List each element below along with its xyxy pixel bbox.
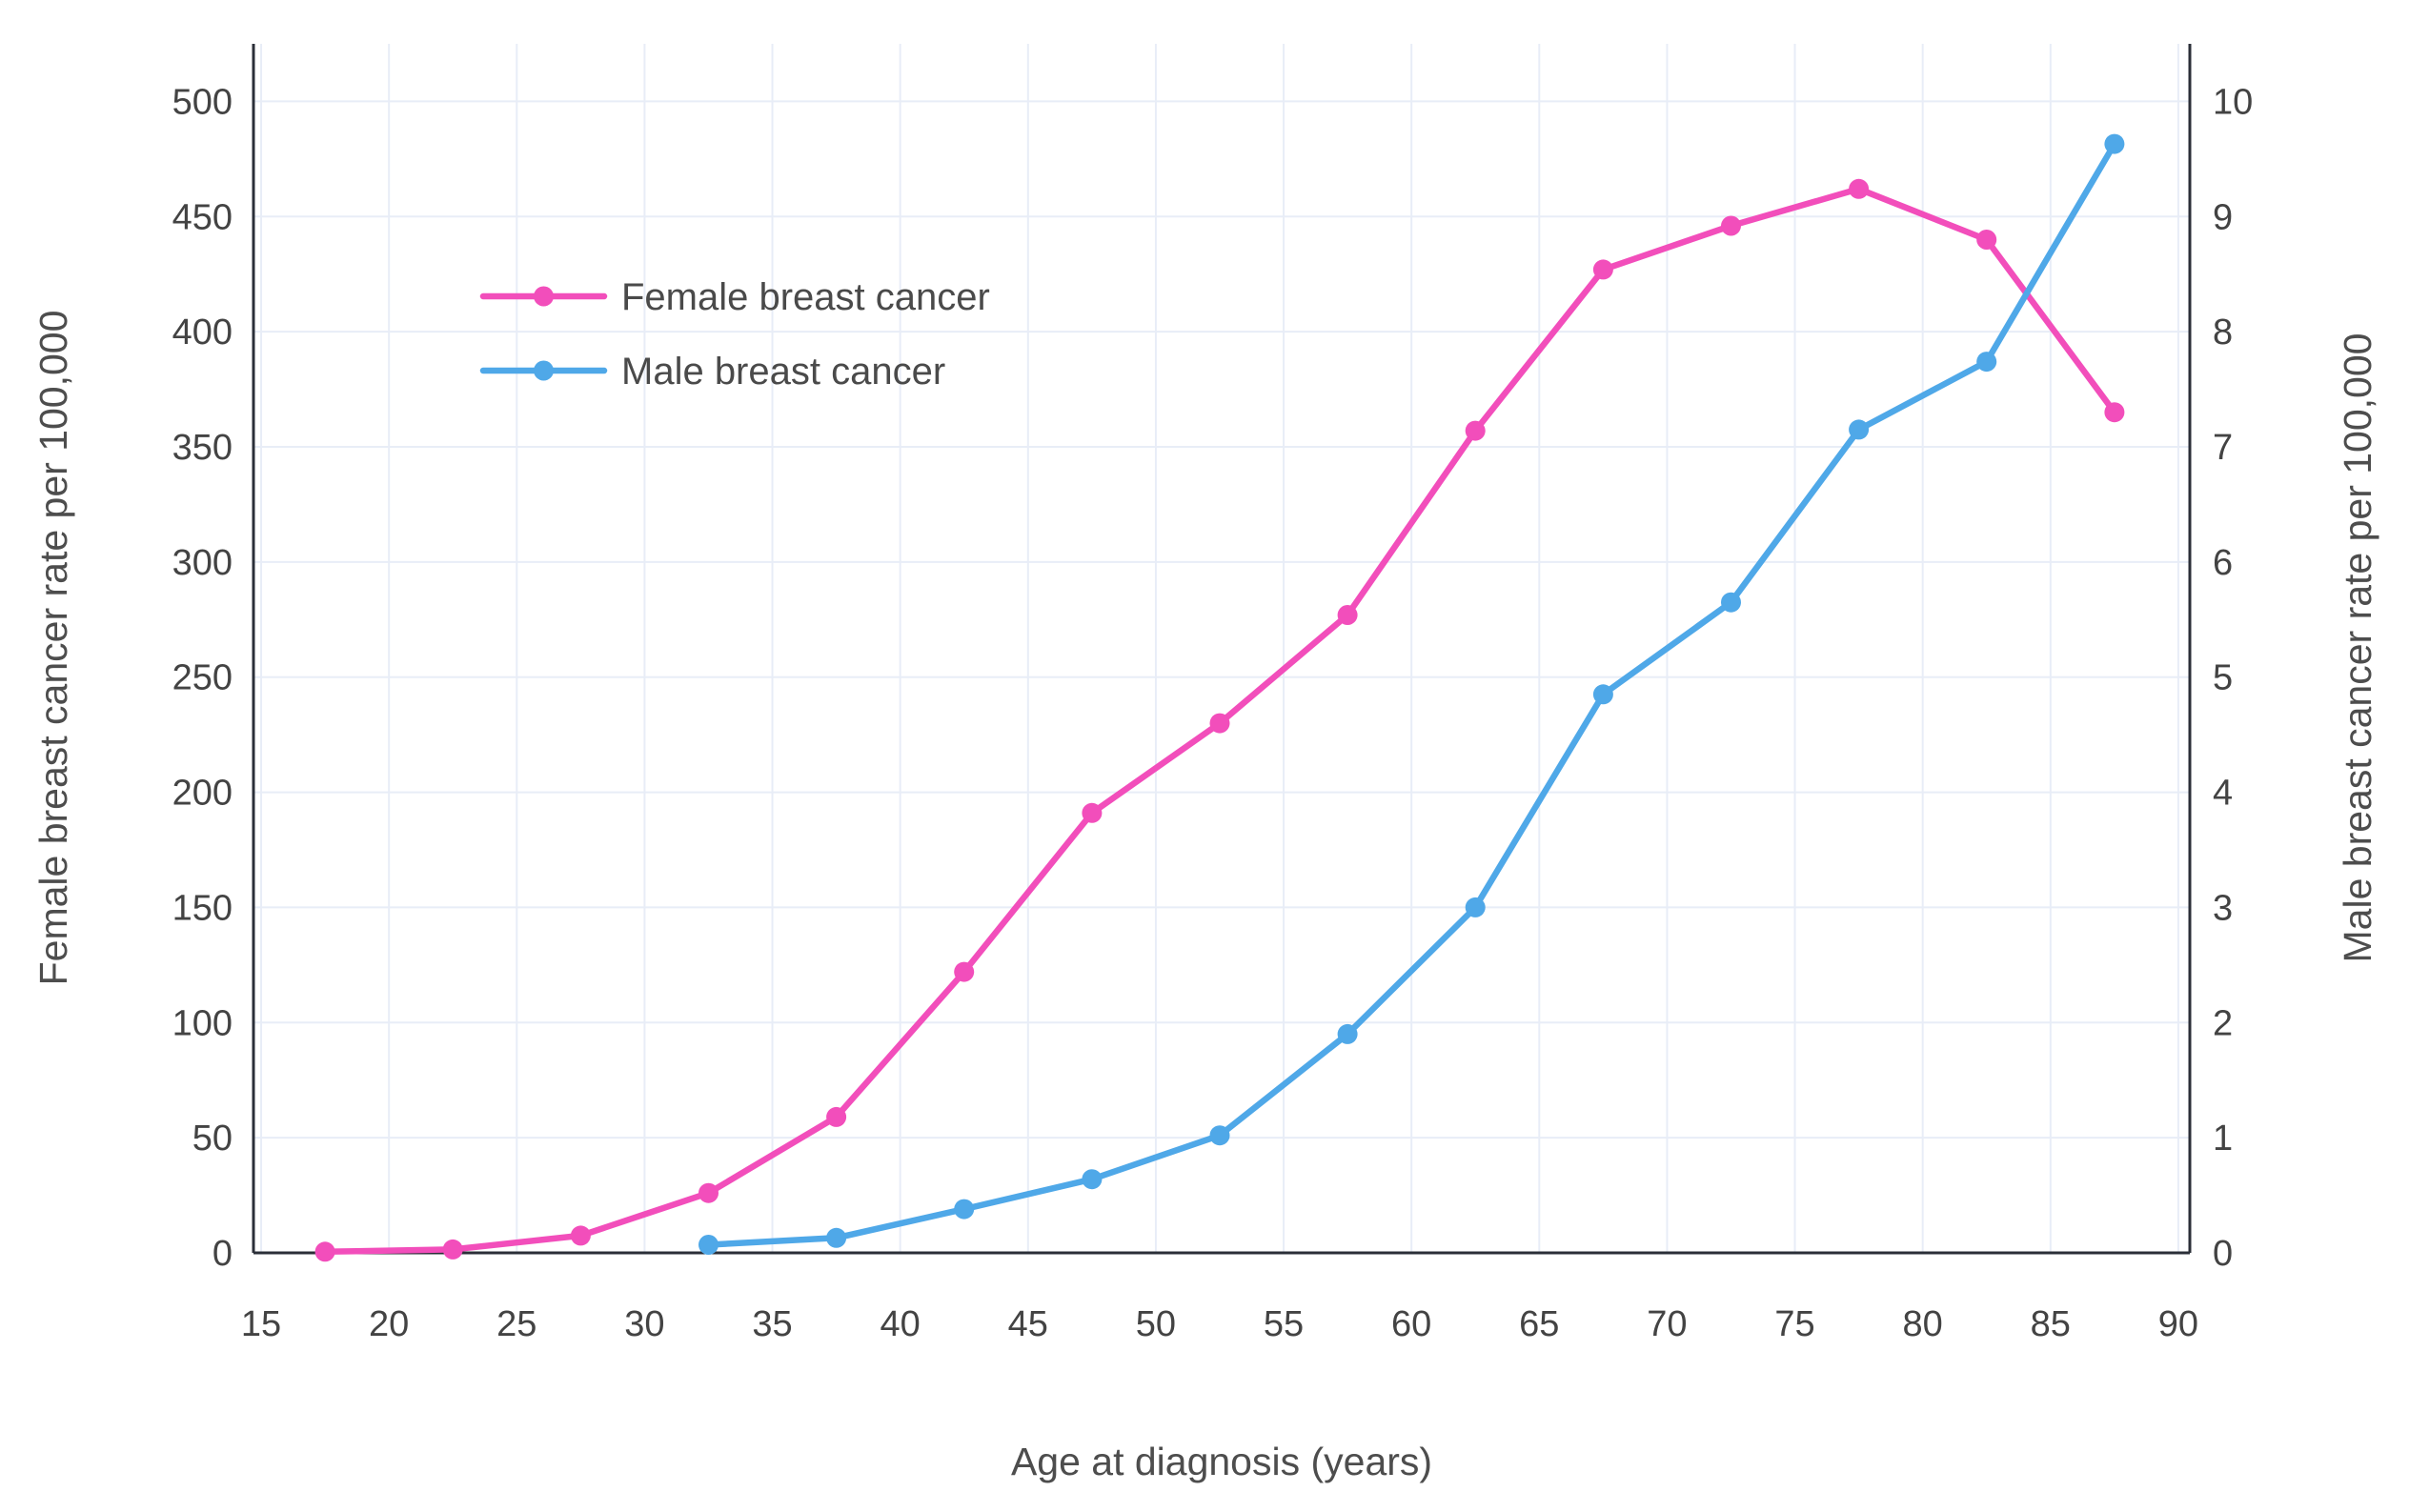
legend-label: Male breast cancer <box>621 351 945 393</box>
y-left-tick-label: 350 <box>172 428 233 468</box>
y-right-tick-label: 6 <box>2213 543 2233 583</box>
y-right-tick-label: 1 <box>2213 1119 2233 1159</box>
data-point-marker <box>314 1241 335 1262</box>
series <box>314 133 2125 1262</box>
x-tick-label: 90 <box>2158 1304 2198 1344</box>
x-tick-label: 30 <box>624 1304 664 1344</box>
x-tick-label: 45 <box>1008 1304 1048 1344</box>
y-left-tick-label: 100 <box>172 1003 233 1043</box>
data-point-marker <box>698 1182 719 1203</box>
data-point-marker <box>1209 1125 1230 1146</box>
data-point-marker <box>1465 897 1486 917</box>
x-tick-label: 50 <box>1136 1304 1176 1344</box>
legend-marker <box>534 360 554 381</box>
data-point-marker <box>826 1227 847 1248</box>
data-point-marker <box>1721 592 1741 613</box>
y-left-tick-label: 0 <box>213 1234 233 1274</box>
data-point-marker <box>570 1225 591 1246</box>
data-point-marker <box>1592 684 1613 705</box>
x-axis-title: Age at diagnosis (years) <box>1011 1440 1432 1483</box>
data-point-marker <box>1082 802 1103 823</box>
x-tick-label: 60 <box>1391 1304 1431 1344</box>
legend-marker <box>534 286 554 307</box>
y-right-tick-label: 5 <box>2213 658 2233 698</box>
data-point-marker <box>1976 352 1997 373</box>
series-male-breast-cancer <box>698 133 2125 1255</box>
x-tick-label: 85 <box>2031 1304 2071 1344</box>
x-tick-label: 70 <box>1647 1304 1687 1344</box>
y-left-tick-label: 200 <box>172 774 233 814</box>
data-point-marker <box>1976 230 1997 250</box>
y-right-tick-label: 9 <box>2213 197 2233 237</box>
legend-item: Female breast cancer <box>479 276 990 318</box>
left-y-axis-title: Female breast cancer rate per 100,000 <box>31 311 75 986</box>
y-left-tick-label: 400 <box>172 312 233 353</box>
y-right-tick-label: 2 <box>2213 1003 2233 1043</box>
x-tick-label: 15 <box>241 1304 281 1344</box>
x-tick-label: 75 <box>1774 1304 1814 1344</box>
y-left-tick-label: 300 <box>172 543 233 583</box>
data-point-marker <box>442 1239 463 1260</box>
x-tick-label: 65 <box>1519 1304 1559 1344</box>
y-right-tick-label: 7 <box>2213 428 2233 468</box>
data-point-marker <box>954 1199 975 1220</box>
x-tick-label: 20 <box>369 1304 409 1344</box>
series-female-breast-cancer <box>314 178 2125 1262</box>
legend: Female breast cancer Male breast cancer <box>479 276 990 393</box>
y-right-tick-label: 8 <box>2213 312 2233 353</box>
tick-labels: 15 20 25 30 35 40 45 50 55 60 65 70 75 80 85 9005010015… <box>172 82 2254 1344</box>
axes <box>252 44 2192 1255</box>
data-point-marker <box>1209 713 1230 734</box>
data-point-marker <box>826 1106 847 1127</box>
right-y-axis-title: Male breast cancer rate per 100,000 <box>2336 333 2379 963</box>
legend-item: Male breast cancer <box>479 351 945 393</box>
y-right-tick-label: 0 <box>2213 1234 2233 1274</box>
x-tick-label: 40 <box>881 1304 921 1344</box>
data-point-marker <box>1849 178 1870 199</box>
y-left-tick-label: 50 <box>192 1119 233 1159</box>
y-left-tick-label: 150 <box>172 888 233 928</box>
y-right-tick-label: 4 <box>2213 774 2233 814</box>
data-point-marker <box>1337 1023 1358 1044</box>
y-left-tick-label: 450 <box>172 197 233 237</box>
x-tick-label: 35 <box>752 1304 792 1344</box>
data-point-marker <box>2104 133 2125 154</box>
y-right-tick-label: 10 <box>2213 82 2253 122</box>
x-tick-label: 25 <box>496 1304 536 1344</box>
y-right-tick-label: 3 <box>2213 888 2233 928</box>
y-left-tick-label: 250 <box>172 658 233 698</box>
y-left-tick-label: 500 <box>172 82 233 122</box>
data-point-marker <box>2104 402 2125 423</box>
data-point-marker <box>1082 1169 1103 1190</box>
legend-label: Female breast cancer <box>621 276 990 318</box>
data-point-marker <box>1337 605 1358 625</box>
data-point-marker <box>1592 259 1613 280</box>
x-tick-label: 80 <box>1903 1304 1943 1344</box>
data-point-marker <box>1721 215 1741 236</box>
x-tick-label: 55 <box>1264 1304 1304 1344</box>
data-point-marker <box>698 1235 719 1255</box>
series-line <box>705 140 2118 1248</box>
data-point-marker <box>1849 419 1870 440</box>
gridlines <box>253 44 2190 1254</box>
data-point-marker <box>954 961 975 982</box>
data-point-marker <box>1465 420 1486 441</box>
